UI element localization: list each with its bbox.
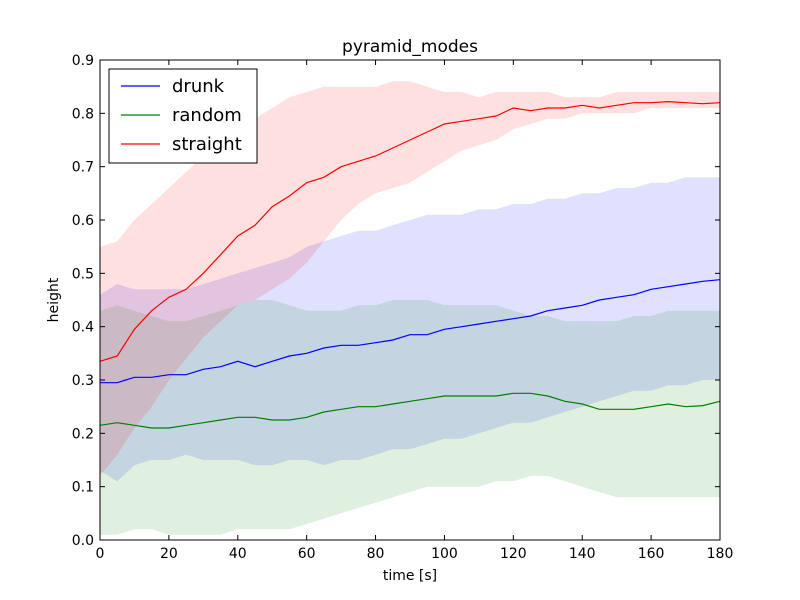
series-line-random xyxy=(99,392,721,429)
y-tick-label: 0.3 xyxy=(72,373,94,389)
confidence-bands xyxy=(100,81,720,535)
legend: drunk random straight xyxy=(108,68,258,164)
x-tick-label: 160 xyxy=(638,546,665,562)
x-tick-label: 140 xyxy=(569,546,596,562)
x-tick-label: 0 xyxy=(96,546,105,562)
x-tick-label: 80 xyxy=(367,546,385,562)
x-tick-label: 20 xyxy=(160,546,178,562)
legend-label-random: random xyxy=(172,105,242,126)
x-tick-label: 120 xyxy=(500,546,527,562)
band-drunk xyxy=(100,177,720,482)
x-axis-label: time [s] xyxy=(383,568,437,584)
plot-frame xyxy=(99,59,721,541)
x-tick-label: 40 xyxy=(229,546,247,562)
y-axis-label: height xyxy=(46,277,62,322)
y-tick-label: 0.2 xyxy=(72,426,94,442)
y-tick-label: 0.6 xyxy=(72,213,94,229)
legend-label-straight: straight xyxy=(172,134,242,155)
series-line-straight xyxy=(99,100,721,362)
y-tick-label: 0.0 xyxy=(72,533,94,549)
band-random xyxy=(100,300,720,535)
y-tick-label: 0.7 xyxy=(72,160,94,176)
legend-label-drunk: drunk xyxy=(172,76,225,97)
series-lines xyxy=(99,100,721,429)
chart-title: pyramid_modes xyxy=(342,37,478,57)
x-tick-label: 60 xyxy=(298,546,316,562)
y-tick-label: 0.8 xyxy=(72,106,94,122)
y-tick-label: 0.9 xyxy=(72,53,94,69)
axis-ticks: 0 20 40 60 80 100 120 140 160 180 0.0 0.1 0.2 0.3 0.4 0… xyxy=(72,53,734,562)
series-line-drunk xyxy=(100,279,721,384)
y-tick-label: 0.4 xyxy=(72,320,94,336)
band-straight xyxy=(100,81,720,477)
x-tick-label: 180 xyxy=(707,546,734,562)
legend-box xyxy=(108,68,258,164)
x-tick-label: 100 xyxy=(431,546,458,562)
y-tick-label: 0.5 xyxy=(72,266,94,282)
y-tick-label: 0.1 xyxy=(72,480,94,496)
